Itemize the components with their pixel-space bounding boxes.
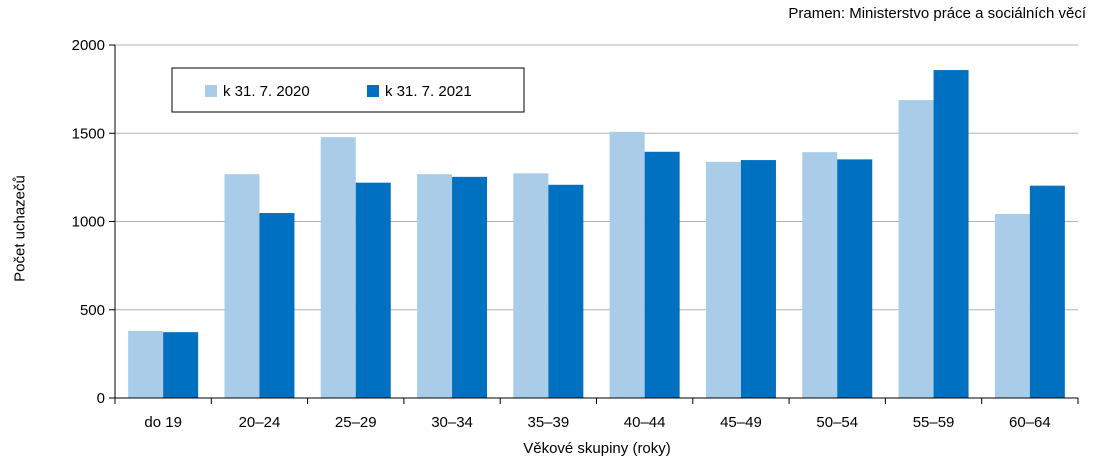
bar-series-2 (355, 182, 391, 398)
x-tick-label: do 19 (144, 414, 182, 431)
bars (128, 70, 1065, 399)
y-tick-label: 0 (97, 390, 105, 407)
x-tick-label: 35–39 (527, 414, 569, 431)
bar-series-2 (163, 332, 199, 398)
bar-series-1 (320, 137, 356, 398)
bar-series-1 (417, 174, 453, 398)
bar-series-2 (740, 160, 776, 398)
x-tick-label: 40–44 (624, 414, 666, 431)
bar-series-2 (933, 70, 969, 399)
legend-label: k 31. 7. 2020 (223, 83, 310, 100)
axes: 0 500 1000 1500 2000 do 19 20–24 25–29 30–34 35–3… (72, 37, 1079, 431)
legend-swatch (367, 85, 379, 97)
x-tick-label: 50–54 (816, 414, 858, 431)
bar-series-2 (452, 176, 488, 398)
x-tick-label: 25–29 (335, 414, 377, 431)
bar-series-1 (898, 100, 934, 399)
y-tick-label: 1000 (72, 214, 105, 231)
x-tick-label: 20–24 (239, 414, 281, 431)
bar-series-1 (802, 152, 838, 398)
y-tick-label: 2000 (72, 37, 105, 54)
x-tick-label: 60–64 (1009, 414, 1051, 431)
y-tick-label: 500 (80, 302, 105, 319)
bar-series-1 (994, 213, 1030, 398)
bar-series-2 (1029, 185, 1065, 398)
bar-series-2 (259, 213, 295, 398)
bar-series-1 (513, 173, 549, 398)
source-note: Pramen: Ministerstvo práce a sociálních … (788, 5, 1086, 22)
bar-series-1 (224, 174, 260, 398)
legend-swatch (205, 85, 217, 97)
x-tick-label: 30–34 (431, 414, 473, 431)
x-tick-label: 55–59 (913, 414, 955, 431)
legend-label: k 31. 7. 2021 (385, 83, 472, 100)
bar-series-1 (609, 131, 645, 398)
bar-series-2 (837, 159, 873, 398)
bar-series-2 (644, 151, 680, 398)
bar-series-1 (128, 330, 164, 398)
legend-box (171, 67, 525, 113)
x-axis-title: Věkové skupiny (roky) (523, 440, 671, 457)
legend: k 31. 7. 2020 k 31. 7. 2021 (171, 67, 525, 113)
bar-series-1 (705, 161, 741, 398)
bar-series-2 (548, 184, 584, 398)
x-tick-label: 45–49 (720, 414, 762, 431)
y-tick-label: 1500 (72, 125, 105, 142)
